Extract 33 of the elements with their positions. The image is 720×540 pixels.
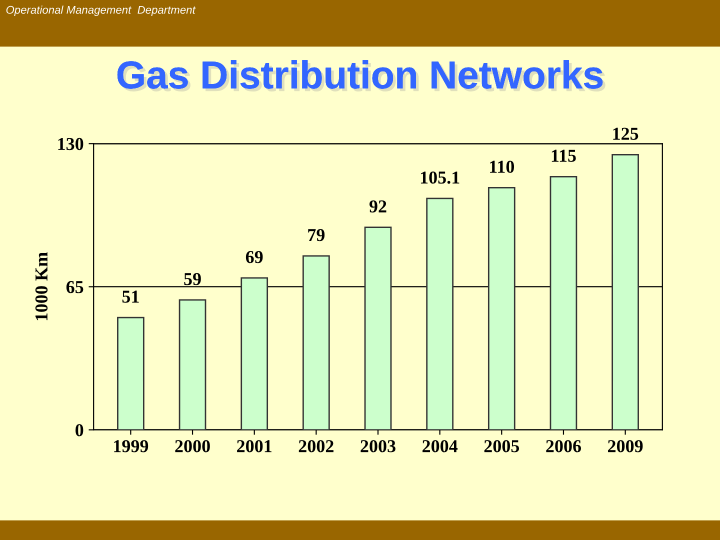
x-tick-label: 2002 [298,440,334,452]
y-tick-label: 0 [76,424,84,436]
text: Operational Management Department [6,6,196,16]
x-tick-label: 2005 [484,440,520,452]
bar [612,154,639,430]
data-label: 59 [184,273,201,286]
data-label: 105.1 [420,171,460,184]
bar [550,176,578,430]
data-label: 69 [246,251,263,264]
bar [178,299,206,430]
data-label: 125 [613,128,638,140]
y-tick-label: 130 [58,138,84,150]
x-tick-label: 2004 [422,440,458,452]
bar [117,316,144,430]
data-label: 110 [490,160,514,173]
data-label: 115 [552,150,576,162]
data-label: 92 [369,200,386,213]
x-tick-label: 1999 [114,440,148,452]
data-label: 51 [122,290,139,303]
chart-title: Gas Distribution Networks [117,60,606,92]
bar [240,277,268,430]
y-axis-title: 1000 Km [35,252,48,320]
x-tick-label: 2001 [237,440,272,452]
bar [488,186,516,430]
bar [364,226,392,430]
bar [302,255,330,430]
y-tick-label: 65 [66,281,84,294]
x-tick-label: 2006 [546,440,582,452]
bar [426,198,454,430]
data-label: 79 [308,229,325,242]
x-tick-label: 2003 [360,440,396,452]
x-tick-label: 2000 [175,440,210,452]
x-tick-label: 2009 [608,440,643,452]
